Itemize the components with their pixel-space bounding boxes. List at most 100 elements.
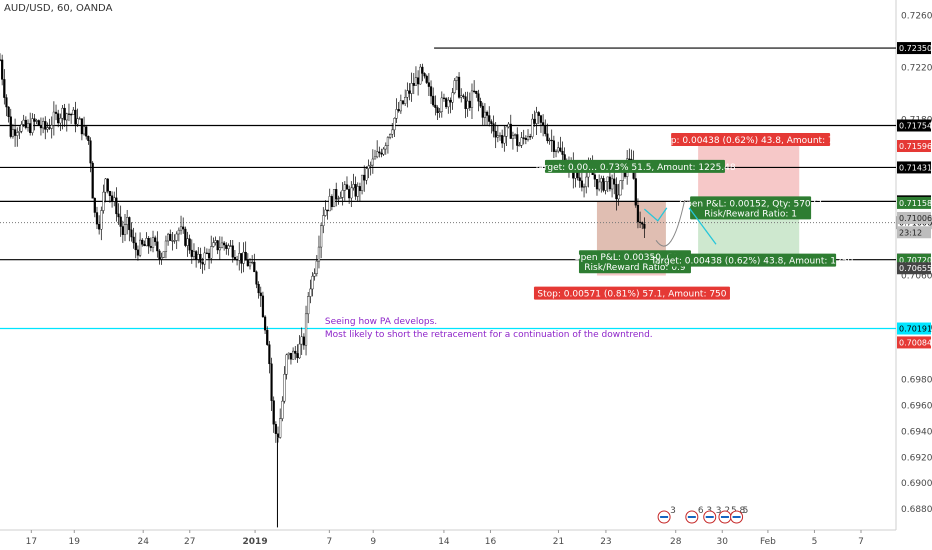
- x-tick-label: 19: [69, 537, 81, 547]
- candle-body: [160, 257, 163, 260]
- candle-body: [332, 189, 336, 207]
- candle-body: [432, 95, 435, 106]
- candle-body: [470, 90, 474, 108]
- candle-body: [22, 119, 25, 125]
- candle-body: [106, 178, 109, 192]
- candle-body: [585, 176, 588, 187]
- candle-body: [263, 316, 267, 331]
- level-price-text: 0.71431: [899, 163, 932, 172]
- candle-body: [315, 260, 318, 274]
- candle-body: [223, 242, 226, 246]
- candle-body: [162, 251, 165, 258]
- y-tick-label: 0.68800: [901, 505, 932, 515]
- candle-body: [126, 217, 129, 225]
- candle-body: [544, 125, 547, 135]
- projection-arrow-cyan-2: [688, 207, 717, 245]
- candle-body: [628, 158, 631, 160]
- candle-body: [337, 198, 340, 200]
- candle-body: [490, 121, 493, 124]
- event-flag-stripe: [732, 516, 741, 518]
- x-tick-label: Feb: [760, 537, 776, 547]
- candle-body: [1, 59, 4, 80]
- x-tick-label: 21: [553, 537, 564, 547]
- candle-body: [300, 336, 303, 345]
- candle-body: [207, 252, 211, 259]
- candle-body: [251, 261, 254, 264]
- short-stop-label-text: Stop: 0.00438 (0.62%) 43.8, Amount: 750: [656, 136, 845, 146]
- candle-body: [113, 197, 116, 202]
- event-count-label: 3: [670, 506, 676, 516]
- candle-body: [61, 107, 64, 119]
- candle-body: [134, 242, 137, 251]
- candle-body: [317, 246, 321, 262]
- candle-body: [386, 137, 390, 146]
- event-flag-stripe: [687, 516, 696, 518]
- candle-body: [283, 373, 286, 402]
- position-loss-zone: [698, 146, 800, 203]
- candle-body: [395, 109, 398, 119]
- candle-body: [481, 105, 484, 118]
- candle-body: [483, 111, 487, 118]
- event-flag-stripe: [660, 516, 669, 518]
- candle-body: [388, 134, 392, 138]
- candle-body: [173, 240, 176, 242]
- candle-body: [501, 135, 504, 144]
- candle-body: [225, 244, 228, 249]
- candle-body: [18, 131, 21, 133]
- short-pnl-label-text: Risk/Reward Ratio: 1: [704, 209, 797, 219]
- candle-body: [95, 212, 99, 225]
- x-tick-label: 30: [717, 537, 729, 547]
- candle-body: [503, 136, 506, 144]
- candle-body: [179, 226, 183, 231]
- candle-body: [195, 251, 198, 260]
- candle-body: [494, 130, 497, 138]
- candle-body: [348, 189, 351, 199]
- candle-body: [537, 112, 540, 116]
- price-badge-text: 0.71158: [899, 199, 932, 208]
- candle-body: [164, 240, 168, 252]
- x-tick-label: 27: [184, 537, 195, 547]
- short-target-label-text: Target: 0.00438 (0.62%) 43.8, Amount: 12…: [650, 257, 853, 267]
- candle-body: [330, 196, 333, 207]
- candle-body: [557, 147, 560, 152]
- candle-body: [98, 223, 101, 230]
- candle-body: [0, 59, 2, 61]
- candle-body: [404, 97, 407, 104]
- candle-body: [26, 123, 30, 128]
- annotation-line-2: Most likely to short the retracement for…: [325, 330, 653, 340]
- candle-body: [78, 118, 81, 120]
- candle-body: [82, 126, 86, 135]
- candle-body: [371, 158, 374, 166]
- level-price-text: 0.72350: [899, 44, 932, 53]
- long-stop-label-text: Stop: 0.00571 (0.81%) 57.1, Amount: 750: [537, 290, 726, 300]
- candle-body: [242, 251, 245, 264]
- candle-body: [322, 215, 325, 226]
- event-count-label: 6 3: [698, 506, 712, 516]
- candle-body: [190, 249, 193, 257]
- candle-body: [46, 127, 49, 130]
- candle-body: [294, 350, 297, 354]
- candle-body: [406, 90, 409, 98]
- candle-body: [580, 180, 583, 188]
- candle-body: [231, 245, 234, 258]
- candle-body: [235, 259, 239, 261]
- candle-body: [70, 114, 73, 116]
- candle-body: [276, 433, 280, 438]
- candle-body: [438, 111, 441, 113]
- candle-body: [550, 139, 553, 142]
- candle-body: [29, 123, 32, 133]
- candle-body: [257, 284, 260, 294]
- x-tick-label: 17: [26, 537, 37, 547]
- x-tick-label: 9: [370, 537, 376, 547]
- candle-body: [115, 197, 118, 215]
- level-price-badge: [897, 119, 931, 132]
- candle-body: [130, 229, 133, 238]
- candle-body: [192, 251, 196, 257]
- candle-body: [511, 135, 515, 139]
- candle-body: [429, 86, 433, 97]
- candle-body: [309, 288, 312, 297]
